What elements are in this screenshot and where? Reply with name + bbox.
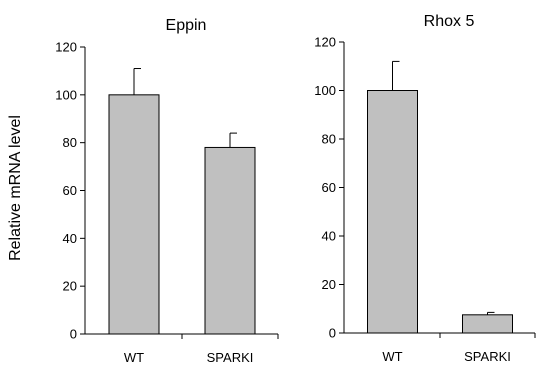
- y-tick-label-eppin-20: 20: [63, 279, 77, 294]
- y-tick-label-eppin-100: 100: [55, 87, 77, 102]
- bar-rhox5-wt: [367, 90, 418, 334]
- x-category-label-eppin-sparki: SPARKI: [207, 350, 254, 364]
- bar-eppin-wt: [108, 94, 160, 335]
- y-tick-label-rhox5-60: 60: [322, 180, 336, 195]
- y-tick-label-eppin-60: 60: [63, 183, 77, 198]
- chart-panel-rhox5: Rhox 5 0 20 40 60 80 100 120 WT SPARKI: [314, 13, 536, 364]
- bar-eppin-sparki: [204, 146, 256, 335]
- y-tick-label-rhox5-0: 0: [329, 326, 336, 341]
- y-tick-label-rhox5-100: 100: [314, 83, 336, 98]
- y-tick-label-eppin-0: 0: [70, 327, 77, 342]
- chart-title-eppin: Eppin: [166, 17, 207, 34]
- x-category-label-eppin-wt: WT: [124, 350, 144, 364]
- x-category-label-rhox5-wt: WT: [382, 349, 402, 364]
- y-axis-label: Relative mRNA level: [7, 115, 24, 261]
- y-tick-label-rhox5-20: 20: [322, 277, 336, 292]
- chart-panel-eppin: Eppin 0 20 40 60 80 100 120 WT SPARKI: [55, 17, 279, 365]
- y-tick-label-rhox5-40: 40: [322, 229, 336, 244]
- y-tick-label-eppin-80: 80: [63, 135, 77, 150]
- chart-title-rhox5: Rhox 5: [424, 13, 475, 30]
- y-tick-label-eppin-40: 40: [63, 231, 77, 246]
- y-tick-label-rhox5-80: 80: [322, 132, 336, 147]
- bar-rhox5-sparki: [462, 314, 513, 334]
- x-category-label-rhox5-sparki: SPARKI: [464, 349, 511, 364]
- y-tick-label-rhox5-120: 120: [314, 35, 336, 50]
- y-tick-label-eppin-120: 120: [55, 40, 77, 55]
